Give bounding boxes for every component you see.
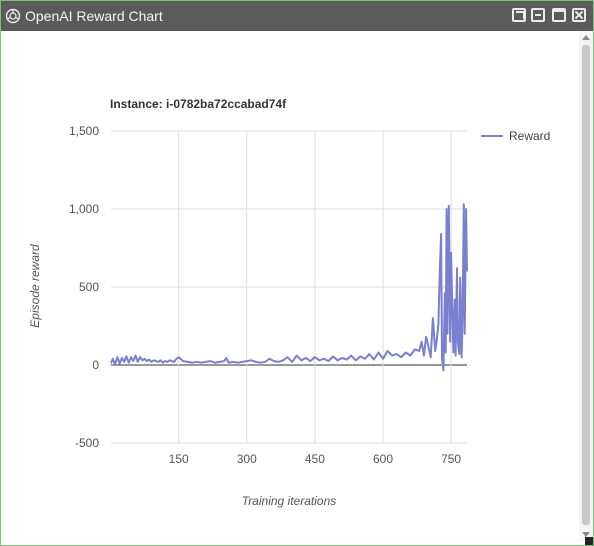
window-title: OpenAI Reward Chart	[25, 8, 163, 24]
x-tick-label: 750	[441, 452, 461, 466]
close-window-icon[interactable]	[572, 8, 586, 22]
resize-grip[interactable]	[585, 537, 593, 545]
y-axis-label: Episode reward	[28, 244, 42, 328]
chart-title: Instance: i-0782ba72ccabad74f	[110, 97, 287, 111]
scrollbar-thumb[interactable]	[582, 45, 590, 525]
y-tick-label: -500	[75, 436, 99, 450]
x-axis-label: Training iterations	[242, 494, 337, 508]
title-bar[interactable]: OpenAI Reward Chart	[1, 1, 593, 31]
x-tick-label: 300	[237, 452, 257, 466]
y-tick-label: 1,500	[69, 124, 99, 138]
scroll-down-icon[interactable]	[582, 532, 590, 537]
series-reward-line	[110, 203, 468, 372]
legend-swatch-reward	[481, 135, 503, 137]
x-tick-label: 450	[305, 452, 325, 466]
vertical-scrollbar[interactable]	[579, 31, 593, 541]
openai-logo-icon	[5, 8, 21, 24]
minimize-window-icon[interactable]	[531, 8, 545, 22]
chart-canvas: -500 0 500 1,000 1,500 150 300 450 600 750 Train…	[28, 124, 468, 508]
y-tick-label: 1,000	[69, 202, 99, 216]
scroll-up-icon[interactable]	[582, 35, 590, 40]
legend-label-reward: Reward	[509, 129, 551, 143]
y-tick-labels: -500 0 500 1,000 1,500	[69, 124, 99, 450]
y-tick-label: 500	[79, 280, 99, 294]
y-tick-label: 0	[92, 358, 99, 372]
chart-grid	[111, 130, 467, 444]
restore-window-icon[interactable]	[512, 8, 526, 22]
maximize-window-icon[interactable]	[552, 8, 566, 22]
x-tick-labels: 150 300 450 600 750	[169, 452, 462, 466]
x-tick-label: 150	[169, 452, 189, 466]
x-tick-label: 600	[373, 452, 393, 466]
